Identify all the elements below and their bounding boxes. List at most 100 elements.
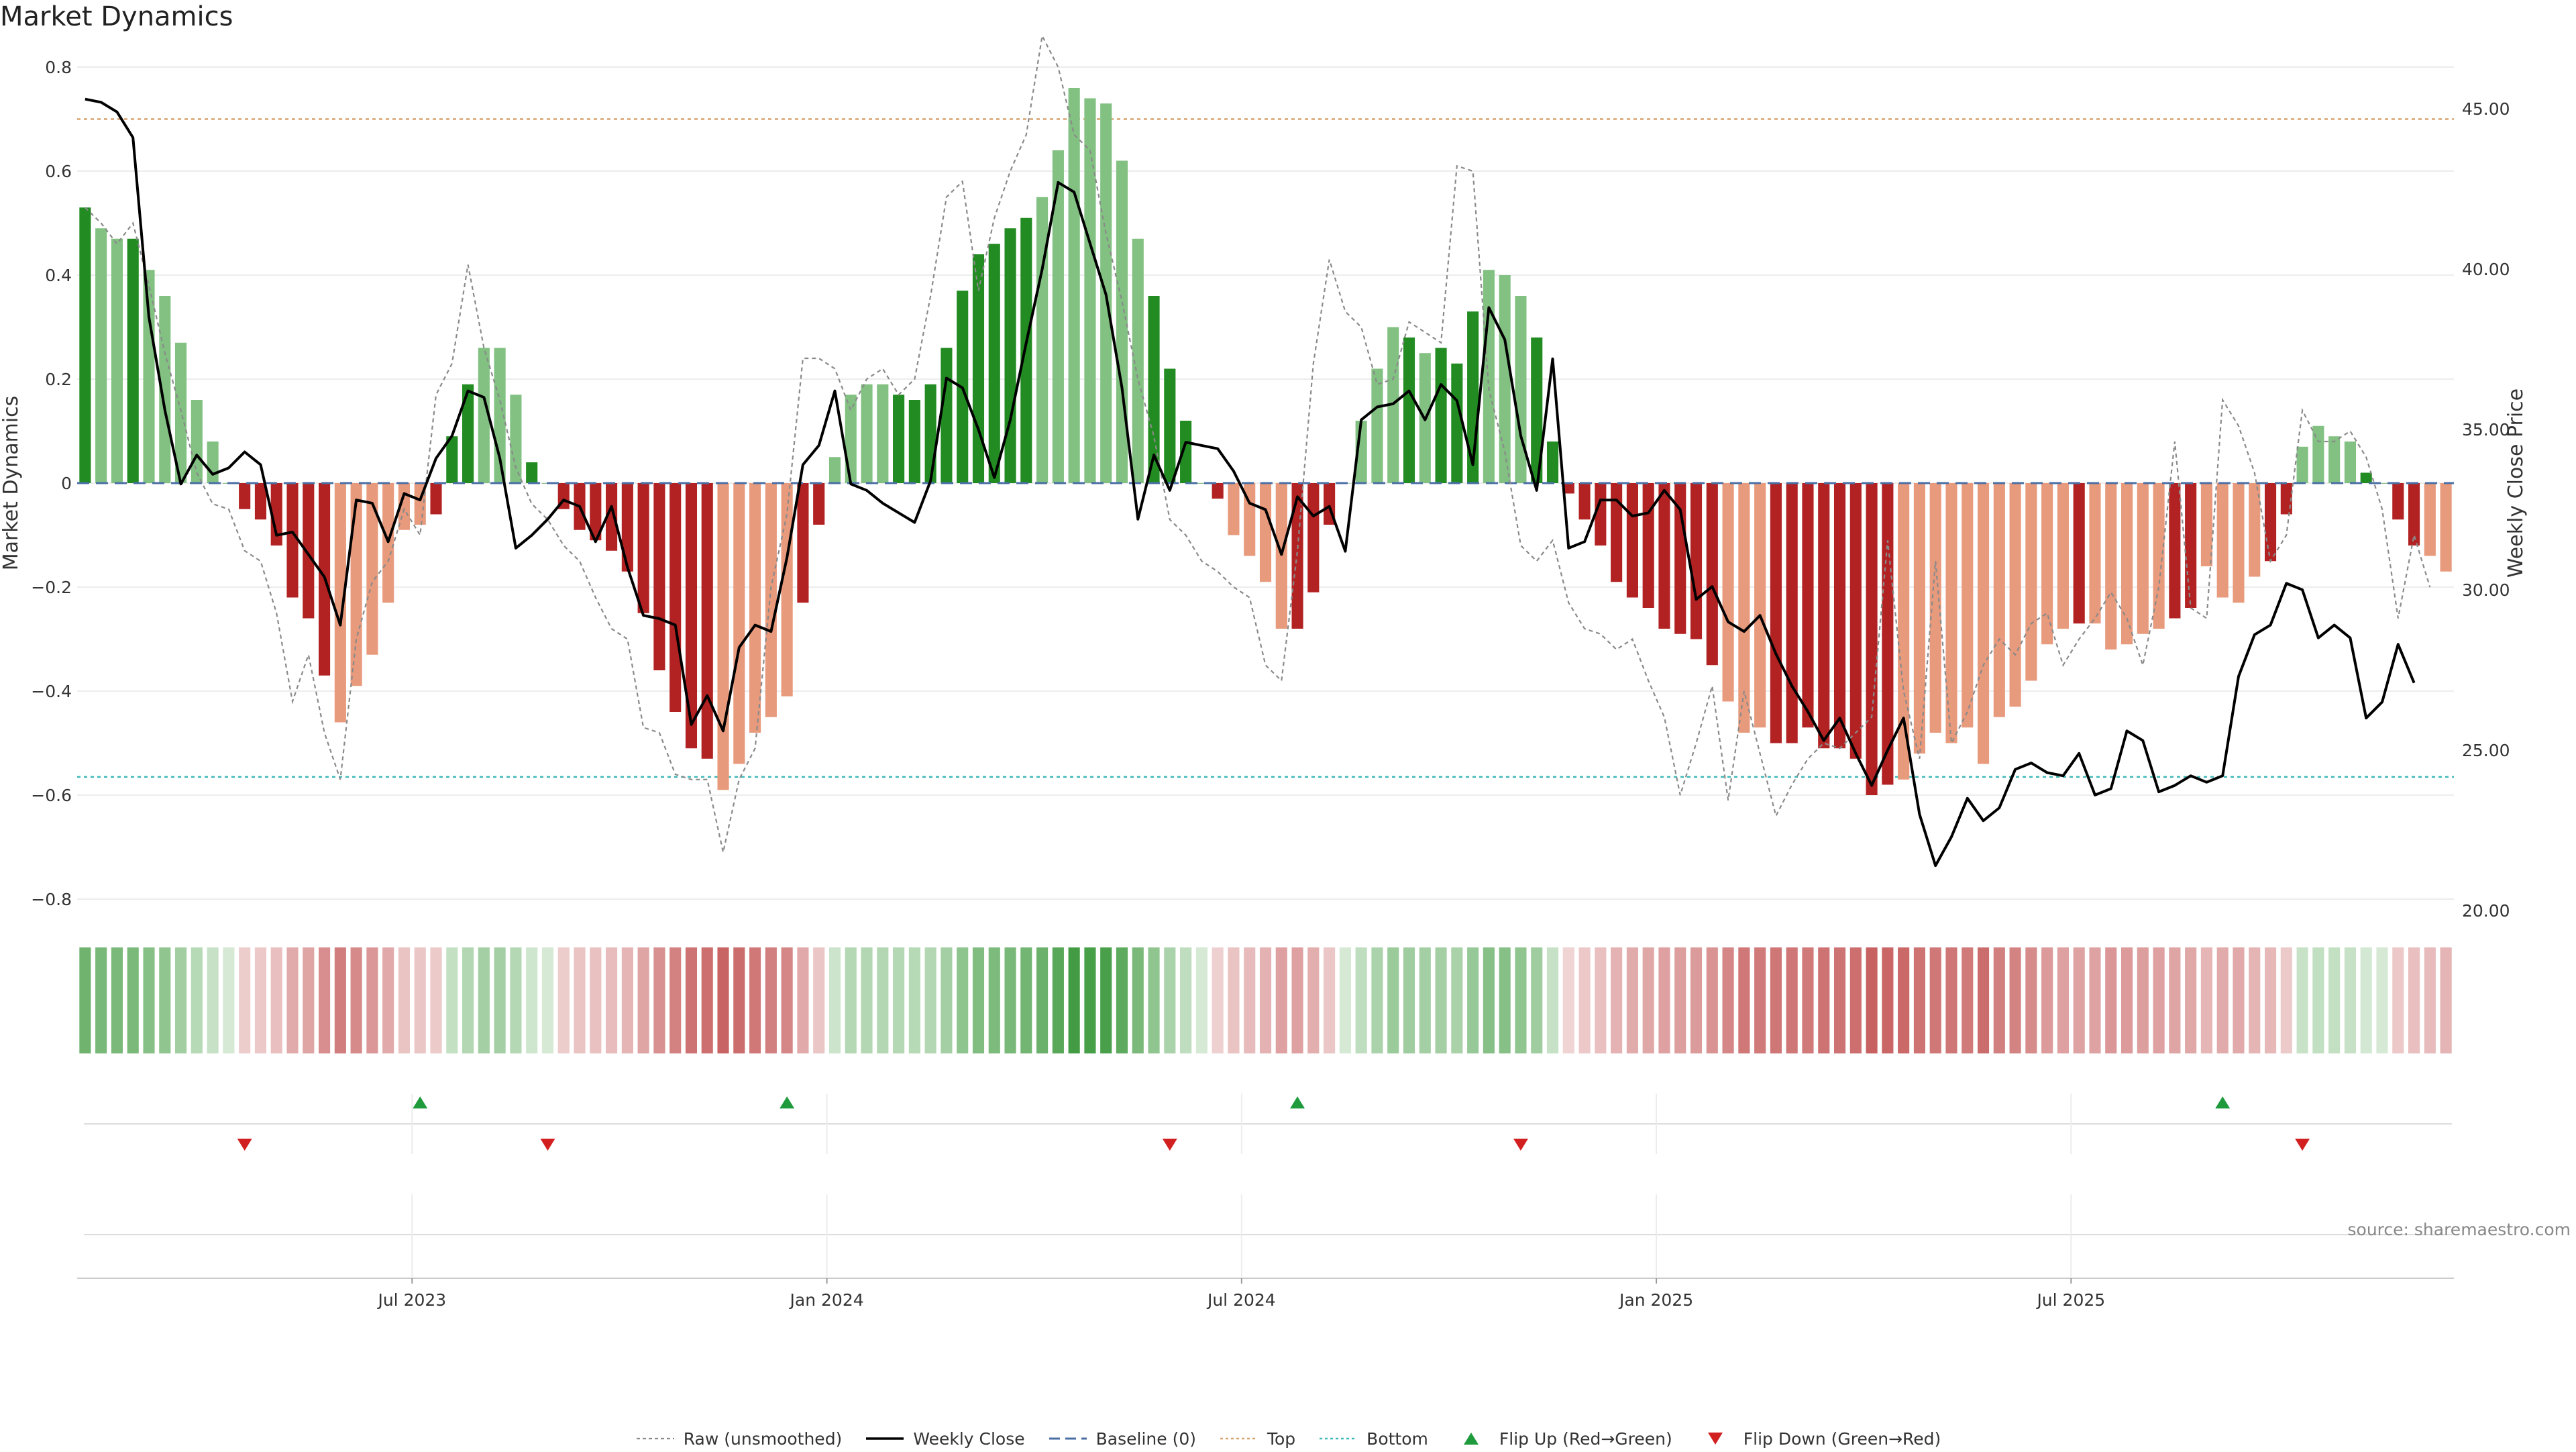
bar xyxy=(1451,363,1463,483)
bar xyxy=(2137,483,2149,634)
bar xyxy=(2424,483,2436,556)
bar xyxy=(606,483,618,551)
heat-cell xyxy=(2264,947,2277,1053)
bar xyxy=(111,238,123,483)
heat-cell xyxy=(797,947,809,1053)
heat-cell xyxy=(1004,947,1016,1053)
y-tick-label: 0.2 xyxy=(45,370,72,389)
bar xyxy=(1578,483,1591,520)
bar xyxy=(2057,483,2069,629)
legend-item-baseline-line: Baseline (0) xyxy=(1048,1429,1196,1449)
bar xyxy=(1658,483,1670,629)
bar xyxy=(685,483,698,749)
bar xyxy=(1706,483,1718,666)
bar xyxy=(1515,296,1527,483)
heat-cell xyxy=(2009,947,2021,1053)
bar xyxy=(2408,483,2420,546)
heat-cell xyxy=(1307,947,1320,1053)
bar xyxy=(270,483,282,546)
bar xyxy=(749,483,761,733)
heat-cell xyxy=(2392,947,2404,1053)
flip-down-marker xyxy=(540,1139,555,1151)
heat-cell xyxy=(286,947,299,1053)
heat-cell xyxy=(270,947,282,1053)
heat-cell xyxy=(1578,947,1591,1053)
heat-cell xyxy=(1275,947,1287,1053)
bar xyxy=(1499,275,1511,483)
heat-cell xyxy=(685,947,698,1053)
bar xyxy=(1084,98,1096,483)
heat-cell xyxy=(2025,947,2037,1053)
legend-swatch-bottom-line xyxy=(1320,1437,1358,1440)
bar xyxy=(1818,483,1830,749)
heat-cell xyxy=(637,947,649,1053)
heat-cell xyxy=(2185,947,2197,1053)
bar xyxy=(127,238,139,483)
legend-swatch-flip-down xyxy=(1707,1433,1723,1445)
bar xyxy=(1611,483,1623,582)
heat-cell xyxy=(1642,947,1654,1053)
heat-cell xyxy=(382,947,394,1053)
y2-tick-label: 45.00 xyxy=(2462,99,2510,119)
bar xyxy=(1833,483,1846,749)
bar xyxy=(2280,483,2292,515)
legend-label: Top xyxy=(1267,1429,1296,1449)
y2-tick-label: 30.00 xyxy=(2462,580,2510,600)
legend-item-raw-line: Raw (unsmoothed) xyxy=(635,1429,842,1449)
y-tick-label: −0.6 xyxy=(31,786,72,805)
heat-cell xyxy=(1595,947,1607,1053)
heat-cell xyxy=(175,947,187,1053)
heat-cell xyxy=(541,947,554,1053)
weekly-close-line xyxy=(85,97,2416,868)
heat-cell xyxy=(1833,947,1846,1053)
bar xyxy=(1770,483,1782,743)
bar xyxy=(1004,228,1016,483)
bar xyxy=(1228,483,1240,535)
heat-cell xyxy=(1228,947,1240,1053)
bar xyxy=(1882,483,1894,785)
bar xyxy=(159,296,171,483)
legend-item-flip-down: Flip Down (Green→Red) xyxy=(1695,1429,1941,1449)
bar xyxy=(2440,483,2452,572)
heat-cell xyxy=(1132,947,1144,1053)
heat-cell xyxy=(191,947,203,1053)
heat-cell xyxy=(2344,947,2356,1053)
bar xyxy=(1435,348,1447,483)
heat-cell xyxy=(1658,947,1670,1053)
heat-cell xyxy=(1913,947,1925,1053)
heat-cell xyxy=(2105,947,2117,1053)
legend-swatch-top-line xyxy=(1220,1437,1258,1440)
bar xyxy=(1403,338,1415,483)
bar xyxy=(1052,150,1064,483)
y-tick-label: −0.4 xyxy=(31,682,72,701)
heat-cell xyxy=(1324,947,1336,1053)
heat-cell xyxy=(781,947,793,1053)
bar xyxy=(1898,483,1910,780)
heat-cell xyxy=(254,947,267,1053)
heat-cell xyxy=(1754,947,1766,1053)
y2-tick-label: 25.00 xyxy=(2462,741,2510,760)
bar xyxy=(1371,368,1383,483)
bar xyxy=(207,442,219,483)
heat-cell xyxy=(1531,947,1543,1053)
heat-cell xyxy=(1626,947,1638,1053)
heat-cell xyxy=(1993,947,2005,1053)
bar xyxy=(2392,483,2404,520)
bar xyxy=(478,348,490,483)
bar xyxy=(79,207,91,483)
bar xyxy=(1945,483,1957,743)
heat-cell xyxy=(526,947,538,1053)
heat-cell xyxy=(941,947,953,1053)
heat-cell xyxy=(127,947,139,1053)
heat-cell xyxy=(2121,947,2133,1053)
heat-cell xyxy=(1546,947,1559,1053)
heat-cell xyxy=(2312,947,2324,1053)
heat-cell xyxy=(1962,947,1974,1053)
bar xyxy=(2376,483,2388,484)
heat-cell xyxy=(366,947,378,1053)
bar xyxy=(1244,483,1256,556)
bar xyxy=(765,483,777,717)
heat-cell xyxy=(1945,947,1957,1053)
y2-tick-label: 35.00 xyxy=(2462,420,2510,439)
